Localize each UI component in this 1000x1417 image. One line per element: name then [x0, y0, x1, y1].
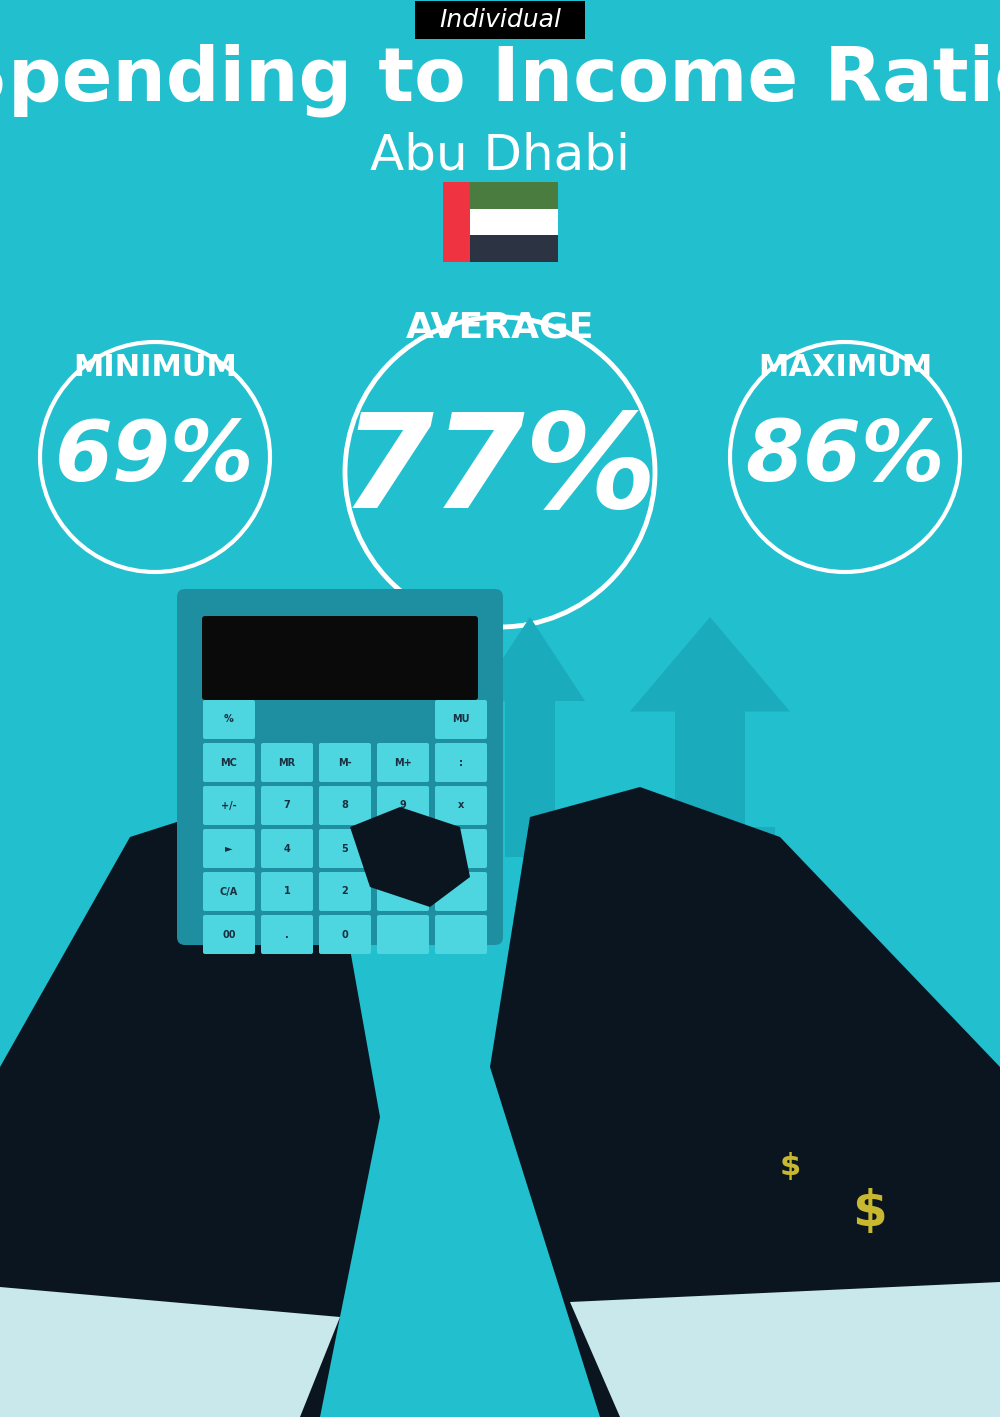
Polygon shape	[560, 822, 820, 966]
Text: $: $	[853, 1187, 887, 1236]
Ellipse shape	[805, 1139, 935, 1284]
FancyBboxPatch shape	[730, 1214, 860, 1227]
Text: x: x	[458, 801, 464, 811]
FancyBboxPatch shape	[203, 915, 255, 954]
Text: Spending to Income Ratio: Spending to Income Ratio	[0, 44, 1000, 116]
FancyBboxPatch shape	[435, 829, 487, 869]
Text: MU: MU	[452, 714, 470, 724]
FancyBboxPatch shape	[468, 208, 558, 235]
Text: %: %	[224, 714, 234, 724]
FancyBboxPatch shape	[442, 181, 470, 262]
FancyBboxPatch shape	[377, 786, 429, 825]
FancyBboxPatch shape	[261, 915, 313, 954]
FancyBboxPatch shape	[319, 871, 371, 911]
FancyBboxPatch shape	[377, 829, 429, 869]
FancyBboxPatch shape	[435, 700, 487, 740]
Polygon shape	[630, 616, 790, 887]
Text: $: $	[779, 1152, 801, 1182]
Polygon shape	[570, 1282, 1000, 1417]
FancyBboxPatch shape	[203, 871, 255, 911]
Text: 3: 3	[400, 887, 406, 897]
Polygon shape	[0, 1287, 340, 1417]
FancyBboxPatch shape	[203, 786, 255, 825]
FancyBboxPatch shape	[468, 235, 558, 262]
FancyBboxPatch shape	[202, 616, 478, 700]
Polygon shape	[0, 796, 380, 1417]
FancyBboxPatch shape	[730, 1187, 860, 1199]
FancyBboxPatch shape	[852, 1118, 888, 1141]
FancyBboxPatch shape	[600, 1002, 650, 1047]
FancyBboxPatch shape	[435, 743, 487, 782]
Ellipse shape	[745, 1117, 835, 1217]
Text: 1: 1	[284, 887, 290, 897]
Text: 2: 2	[342, 887, 348, 897]
FancyBboxPatch shape	[377, 871, 429, 911]
FancyBboxPatch shape	[435, 786, 487, 825]
Text: Individual: Individual	[439, 9, 561, 33]
Text: 5: 5	[342, 843, 348, 853]
Text: C/A: C/A	[220, 887, 238, 897]
Text: 00: 00	[222, 930, 236, 939]
Text: ►: ►	[225, 843, 233, 853]
FancyBboxPatch shape	[319, 829, 371, 869]
Text: 8: 8	[342, 801, 348, 811]
FancyBboxPatch shape	[377, 743, 429, 782]
FancyBboxPatch shape	[730, 1145, 860, 1158]
Text: 69%: 69%	[55, 417, 255, 497]
FancyBboxPatch shape	[745, 828, 775, 907]
Text: M-: M-	[338, 758, 352, 768]
Text: MAXIMUM: MAXIMUM	[758, 353, 932, 381]
FancyBboxPatch shape	[468, 181, 558, 208]
Text: 7: 7	[284, 801, 290, 811]
FancyBboxPatch shape	[261, 871, 313, 911]
Polygon shape	[350, 808, 470, 907]
FancyBboxPatch shape	[203, 829, 255, 869]
FancyBboxPatch shape	[177, 589, 503, 945]
Polygon shape	[490, 786, 1000, 1417]
Text: .: .	[285, 930, 289, 939]
FancyBboxPatch shape	[662, 1037, 718, 1127]
FancyBboxPatch shape	[415, 1, 585, 40]
Text: 77%: 77%	[342, 408, 658, 536]
Text: 6: 6	[400, 843, 406, 853]
FancyBboxPatch shape	[261, 829, 313, 869]
FancyBboxPatch shape	[261, 743, 313, 782]
Text: 4: 4	[284, 843, 290, 853]
FancyBboxPatch shape	[319, 786, 371, 825]
Text: 86%: 86%	[745, 417, 945, 497]
Text: +/-: +/-	[221, 801, 237, 811]
Text: MR: MR	[278, 758, 296, 768]
FancyBboxPatch shape	[730, 1173, 860, 1185]
FancyBboxPatch shape	[261, 786, 313, 825]
Text: :: :	[459, 758, 463, 768]
FancyBboxPatch shape	[377, 915, 429, 954]
Text: 9: 9	[400, 801, 406, 811]
Text: Abu Dhabi: Abu Dhabi	[370, 130, 630, 179]
Text: MINIMUM: MINIMUM	[73, 353, 237, 381]
FancyBboxPatch shape	[435, 915, 487, 954]
FancyBboxPatch shape	[580, 966, 800, 1127]
FancyBboxPatch shape	[203, 700, 255, 740]
FancyBboxPatch shape	[435, 871, 487, 911]
Polygon shape	[270, 616, 410, 828]
FancyBboxPatch shape	[319, 915, 371, 954]
Text: AVERAGE: AVERAGE	[406, 310, 594, 344]
Text: M+: M+	[394, 758, 412, 768]
Text: 0: 0	[342, 930, 348, 939]
FancyBboxPatch shape	[319, 743, 371, 782]
Polygon shape	[475, 616, 585, 857]
FancyBboxPatch shape	[730, 1202, 860, 1213]
Text: -: -	[459, 843, 463, 853]
FancyBboxPatch shape	[730, 1159, 860, 1170]
FancyBboxPatch shape	[203, 743, 255, 782]
Text: MC: MC	[221, 758, 237, 768]
